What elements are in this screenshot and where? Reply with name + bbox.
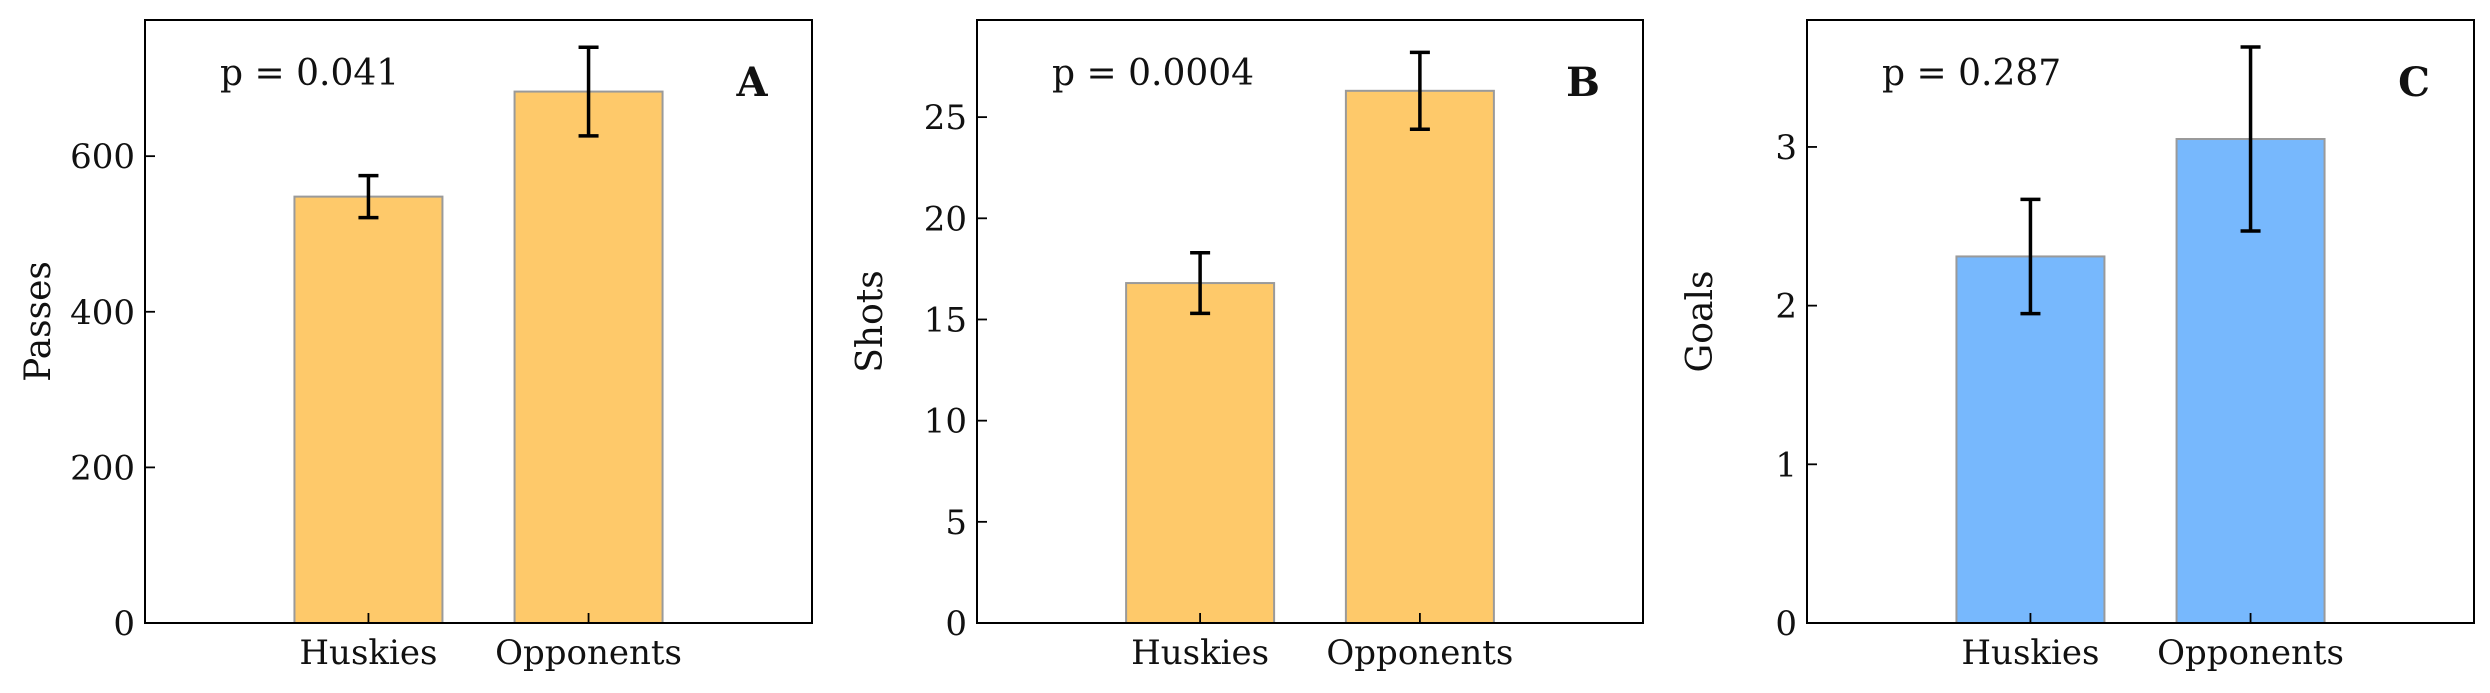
- y-tick-label: 20: [924, 199, 967, 239]
- y-tick-label: 0: [945, 604, 967, 644]
- y-tick-label: 2: [1775, 287, 1797, 327]
- y-tick-label: 1: [1775, 445, 1797, 485]
- p-value-annotation: p = 0.041: [220, 53, 399, 94]
- y-axis-label: Goals: [1680, 271, 1721, 373]
- y-tick-label: 0: [113, 604, 135, 644]
- p-value-annotation: p = 0.0004: [1052, 53, 1254, 94]
- y-tick-label: 10: [924, 402, 967, 442]
- x-tick-label: Opponents: [495, 633, 682, 673]
- panel-letter: C: [2398, 59, 2430, 106]
- y-tick-label: 200: [70, 448, 135, 488]
- y-axis-label: Passes: [18, 261, 59, 382]
- x-tick-label: Opponents: [1326, 633, 1513, 673]
- bar-opponents: [1344, 89, 1495, 625]
- y-tick-label: 3: [1775, 128, 1797, 168]
- plot-frame: [976, 19, 1644, 624]
- panel-letter: B: [1566, 59, 1600, 106]
- y-tick-label: 15: [924, 300, 967, 340]
- y-tick-label: 400: [70, 293, 135, 333]
- bar-opponents: [513, 90, 664, 625]
- y-tick-label: 5: [945, 503, 967, 543]
- x-tick-label: Opponents: [2157, 633, 2344, 673]
- x-tick-label: Huskies: [299, 633, 437, 673]
- chart-panel-c: Huskies Opponents 0 1 2 3 Goals p = 0.287 C: [1680, 19, 2475, 673]
- bar-huskies: [1125, 282, 1276, 624]
- y-tick-label: 25: [924, 98, 967, 138]
- x-tick-label: Huskies: [1131, 633, 1269, 673]
- y-tick-label: 600: [70, 137, 135, 177]
- panel-letter: A: [735, 59, 768, 106]
- p-value-annotation: p = 0.287: [1882, 53, 2061, 94]
- chart-panel-a: Huskies Opponents 0 200 400 600 Passes p = 0.04…: [18, 19, 813, 673]
- y-tick-label: 0: [1775, 604, 1797, 644]
- plot-frame: [144, 19, 813, 624]
- x-tick-label: Huskies: [1961, 633, 2099, 673]
- bar-huskies: [293, 195, 444, 625]
- chart-panel-b: Huskies Opponents 0 5 10 15 20 25 Shots p = 0.000…: [850, 19, 1644, 673]
- y-axis-label: Shots: [850, 270, 891, 372]
- plot-frame: [1806, 19, 2475, 624]
